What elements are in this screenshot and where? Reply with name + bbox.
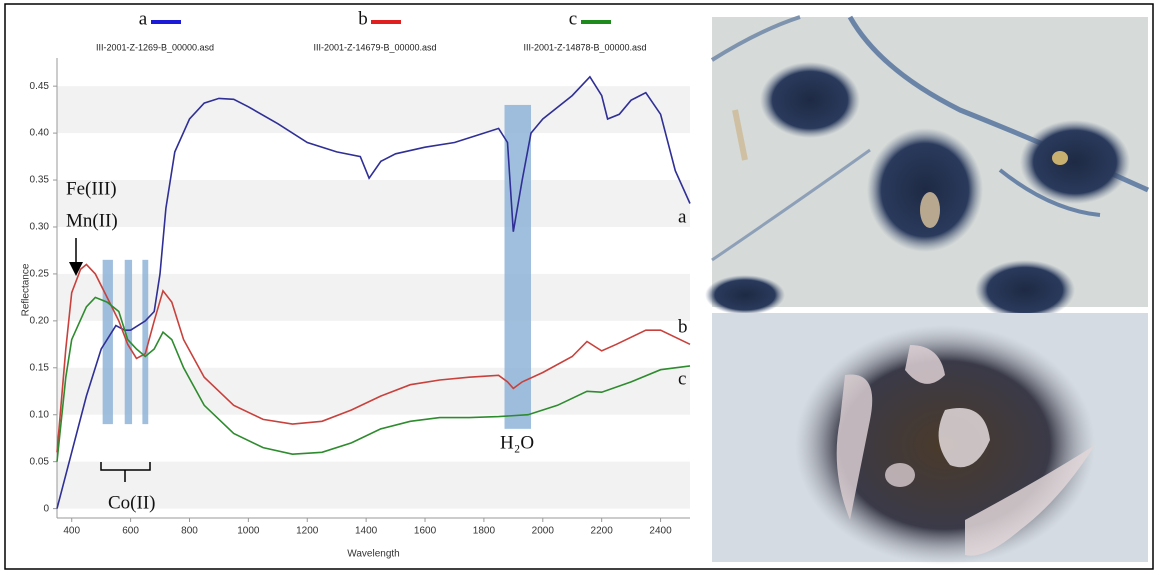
x-tick-label: 2400 (649, 526, 672, 537)
y-tick-label: 0.35 (30, 175, 50, 186)
annotation: H₂O (500, 432, 534, 453)
x-tick-label: 1200 (296, 526, 319, 537)
series-end-label: a (678, 206, 687, 227)
y-tick-label: 0.25 (30, 269, 50, 280)
legend-file: III-2001-Z-14878-B_00000.asd (523, 42, 646, 52)
page: 0 0.05 0.10 0.15 0.20 0.25 0.30 0.35 0.40 0.45 400… (0, 0, 1158, 574)
x-tick-label: 1000 (237, 526, 260, 537)
legend-file: III-2001-Z-1269-B_00000.asd (96, 42, 214, 52)
photo-bottom (712, 313, 1148, 565)
grid-band (57, 180, 690, 227)
x-tick-label: 2000 (532, 526, 555, 537)
y-tick-label: 0.10 (30, 409, 50, 420)
x-tick-label: 1600 (414, 526, 437, 537)
x-tick-label: 600 (122, 526, 139, 537)
y-tick-label: 0.20 (30, 315, 50, 326)
x-tick-label: 400 (63, 526, 80, 537)
highlight-band (142, 260, 148, 424)
annotation: Fe(III) (66, 178, 117, 199)
photo-top (705, 17, 1148, 320)
y-tick-label: 0.30 (30, 222, 50, 233)
y-tick-label: 0 (43, 503, 49, 514)
x-tick-label: 1400 (355, 526, 378, 537)
x-tick-label: 1800 (473, 526, 496, 537)
y-tick-label: 0.40 (30, 128, 50, 139)
y-axis-label: Reflectance (21, 263, 32, 316)
annotation: Co(II) (108, 492, 155, 513)
highlight-band (103, 260, 113, 424)
legend-file: III-2001-Z-14679-B_00000.asd (313, 42, 436, 52)
y-tick-label: 0.15 (30, 362, 50, 373)
y-tick-label: 0.05 (30, 456, 50, 467)
grid-band (57, 86, 690, 133)
x-tick-label: 800 (181, 526, 198, 537)
y-tick-label: 0.45 (30, 81, 50, 92)
legend-label: b (358, 8, 368, 29)
x-tick-label: 2200 (591, 526, 614, 537)
chart: 0 0.05 0.10 0.15 0.20 0.25 0.30 0.35 0.40 0.45 400… (21, 8, 690, 559)
x-axis-label: Wavelength (347, 549, 399, 560)
annotation: Mn(II) (66, 210, 118, 231)
figure: 0 0.05 0.10 0.15 0.20 0.25 0.30 0.35 0.40 0.45 400… (0, 0, 1158, 574)
legend-label: c (569, 8, 577, 29)
legend-label: a (139, 8, 148, 29)
series-end-label: b (678, 316, 688, 337)
series-end-label: c (678, 368, 686, 389)
